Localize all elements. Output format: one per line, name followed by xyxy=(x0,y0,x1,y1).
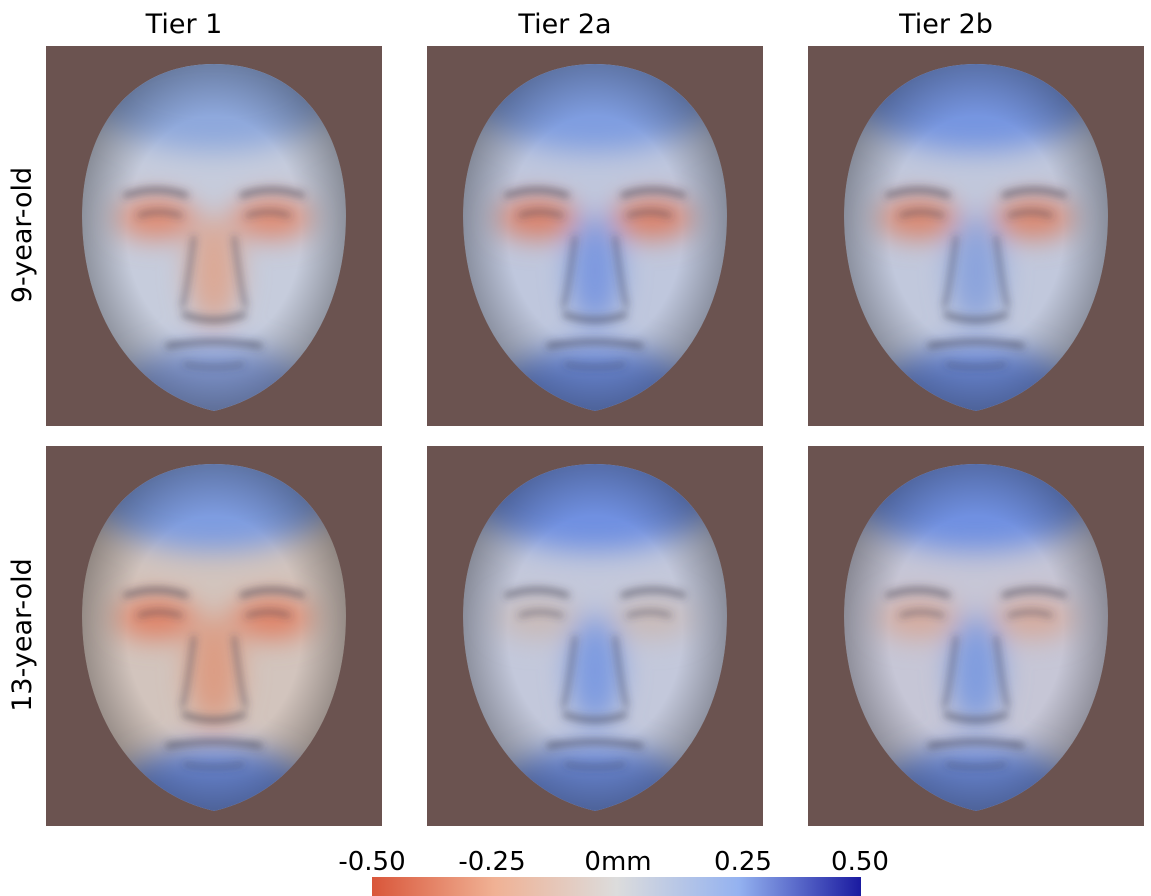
panel-13-tier2a xyxy=(427,446,763,826)
column-title-tier-1: Tier 1 xyxy=(145,9,223,40)
column-title-tier-2a: Tier 2a xyxy=(518,9,612,40)
panel-9-tier1 xyxy=(46,46,382,426)
row-title-9-year-old: 9-year-old xyxy=(0,46,46,424)
panel-13-tier2b xyxy=(808,446,1144,826)
panel-13-tier1 xyxy=(46,446,382,826)
row-title-9-year-old-text: 9-year-old xyxy=(7,166,39,304)
row-title-13-year-old-text: 13-year-old xyxy=(7,558,39,712)
scale-tick-minus-050: -0.50 xyxy=(338,847,406,877)
scale-tick-minus-025: -0.25 xyxy=(458,847,526,877)
panel-9-tier2a xyxy=(427,46,763,426)
color-scale-bar xyxy=(372,877,861,896)
column-title-tier-2b: Tier 2b xyxy=(899,9,993,40)
row-title-13-year-old: 13-year-old xyxy=(0,446,46,824)
scale-tick-025: 0.25 xyxy=(714,847,772,877)
panel-9-tier2b xyxy=(808,46,1144,426)
scale-tick-zero: 0mm xyxy=(584,847,652,877)
scale-tick-050: 0.50 xyxy=(831,847,889,877)
